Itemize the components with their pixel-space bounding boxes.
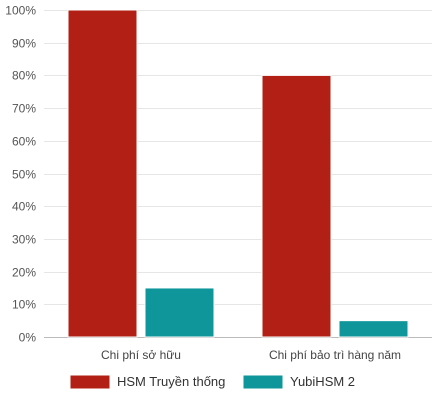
bar [338,320,409,338]
bars [67,9,409,338]
y-tick-label: 80% [12,69,36,83]
x-tick-label: Chi phí bảo trì hàng năm [269,348,401,362]
bar [261,74,332,338]
y-tick-label: 10% [12,298,36,312]
legend-swatch [69,374,111,390]
y-tick-label: 40% [12,200,36,214]
bar [67,9,138,338]
y-tick-label: 30% [12,233,36,247]
x-axis: Chi phí sở hữu Chi phí bảo trì hàng năm [101,348,401,362]
y-tick-label: 100% [5,4,36,18]
y-tick-label: 20% [12,266,36,280]
y-axis: 0% 10% 20% 30% 40% 50% 60% 70% 80% 90% 100% [5,4,36,345]
bar [144,287,215,338]
y-tick-label: 50% [12,168,36,182]
legend: HSM Truyền thống YubiHSM 2 [69,374,355,390]
y-tick-label: 0% [19,331,37,345]
legend-swatch [242,374,284,390]
legend-label: HSM Truyền thống [117,374,225,389]
y-tick-label: 90% [12,37,36,51]
x-tick-label: Chi phí sở hữu [101,348,181,362]
y-tick-label: 60% [12,135,36,149]
y-tick-label: 70% [12,102,36,116]
legend-label: YubiHSM 2 [290,374,355,389]
